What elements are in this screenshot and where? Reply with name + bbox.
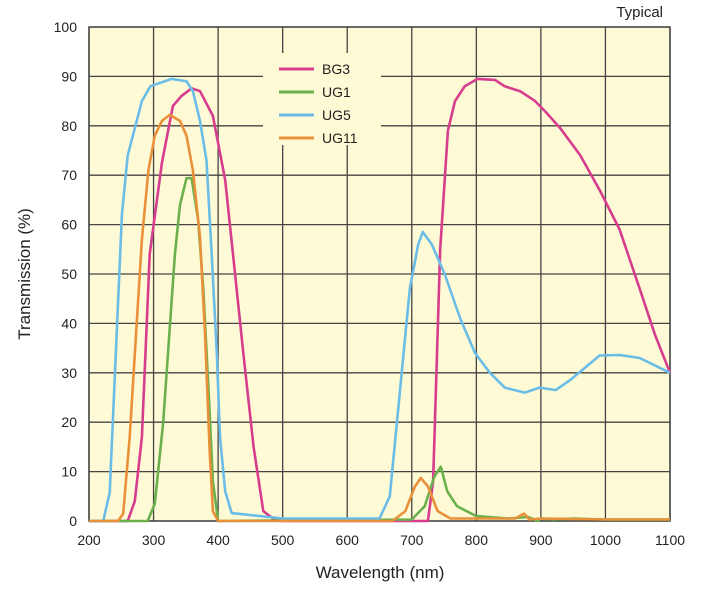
y-tick-label: 10 bbox=[61, 464, 77, 480]
x-tick-label: 1000 bbox=[590, 532, 621, 548]
annotation-typical: Typical bbox=[616, 4, 663, 21]
y-tick-label: 60 bbox=[61, 217, 77, 233]
x-tick-label: 300 bbox=[142, 532, 166, 548]
legend-label-bg3: BG3 bbox=[322, 61, 350, 77]
x-tick-label: 600 bbox=[336, 532, 360, 548]
y-axis-label: Transmission (%) bbox=[15, 208, 34, 340]
y-tick-label: 0 bbox=[69, 513, 77, 529]
x-tick-label: 900 bbox=[529, 532, 553, 548]
y-tick-label: 30 bbox=[61, 365, 77, 381]
series-lines bbox=[89, 77, 672, 523]
x-tick-label: 700 bbox=[400, 532, 424, 548]
x-tick-label: 200 bbox=[77, 532, 101, 548]
y-tick-label: 70 bbox=[61, 167, 77, 183]
y-tick-label: 90 bbox=[61, 68, 77, 84]
y-tick-label: 40 bbox=[61, 315, 77, 331]
legend-label-ug11: UG11 bbox=[322, 130, 358, 146]
legend: BG3 UG1 UG5 UG11 bbox=[263, 53, 381, 146]
y-tick-label: 100 bbox=[54, 19, 78, 35]
series-line-bg3 bbox=[89, 77, 672, 523]
legend-label-ug1: UG1 bbox=[322, 84, 351, 100]
legend-label-ug5: UG5 bbox=[322, 107, 351, 123]
x-tick-label: 400 bbox=[206, 532, 230, 548]
x-tick-label: 800 bbox=[465, 532, 489, 548]
y-tick-label: 50 bbox=[61, 266, 77, 282]
x-tick-label: 1100 bbox=[655, 532, 685, 548]
y-tick-label: 20 bbox=[61, 414, 77, 430]
series-line-ug11 bbox=[89, 113, 670, 523]
y-tick-label: 80 bbox=[61, 118, 77, 134]
tick-labels: 200 300 400 500 600 700 800 900 1000 1100 0 10 20 30 4… bbox=[54, 19, 686, 548]
series-line-ug5 bbox=[89, 77, 671, 523]
x-tick-label: 500 bbox=[271, 532, 295, 548]
x-axis-label: Wavelength (nm) bbox=[316, 563, 445, 582]
